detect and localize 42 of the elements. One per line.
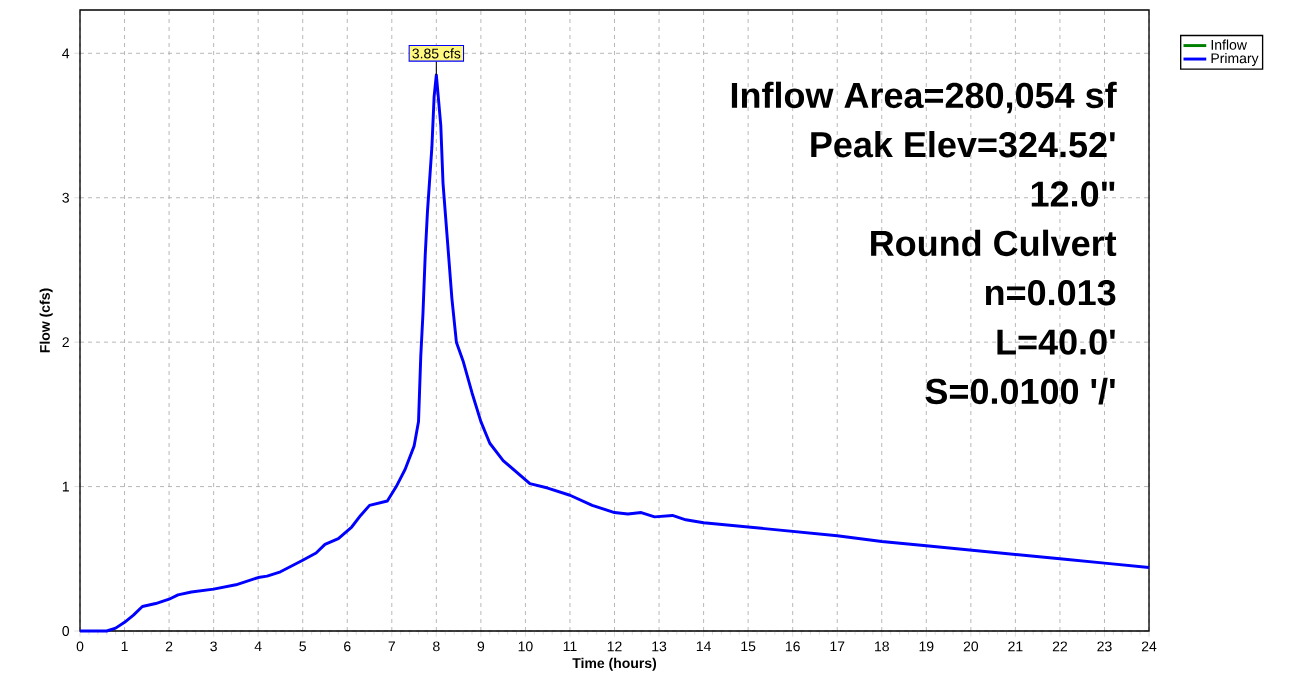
x-tick-label: 7 bbox=[388, 641, 395, 652]
annotation: Round Culvert bbox=[871, 229, 1117, 257]
x-tick-label: 15 bbox=[741, 641, 756, 652]
x-tick-label: 6 bbox=[344, 641, 351, 652]
x-tick-label: 23 bbox=[1097, 641, 1112, 652]
x-tick-label: 12 bbox=[607, 641, 622, 652]
legend-label: Primary bbox=[1211, 52, 1259, 67]
annotation: 12.0" bbox=[1031, 181, 1115, 207]
y-axis-title: Flow (cfs) bbox=[39, 288, 53, 353]
x-tick-label: 13 bbox=[652, 641, 667, 652]
x-tick-label: 17 bbox=[830, 641, 845, 652]
x-tick-label: 5 bbox=[299, 641, 307, 652]
x-tick-label: 22 bbox=[1052, 641, 1067, 652]
annotation: L=40.0' bbox=[997, 329, 1115, 355]
y-tick-label: 1 bbox=[62, 481, 69, 492]
x-tick-label: 19 bbox=[919, 641, 934, 652]
annotation: S=0.0100 '/' bbox=[925, 377, 1115, 405]
annotation: Inflow Area=280,054 sf bbox=[731, 81, 1117, 114]
annotation: Peak Elev=324.52' bbox=[811, 131, 1115, 158]
x-tick-label: 9 bbox=[477, 641, 485, 652]
y-tick-label: 0 bbox=[62, 626, 70, 636]
x-tick-label: 2 bbox=[165, 641, 173, 652]
x-axis-title: Time (hours) bbox=[572, 657, 657, 671]
x-tick-label: 10 bbox=[518, 641, 533, 652]
annotation: n=0.013 bbox=[985, 279, 1116, 306]
x-tick-label: 21 bbox=[1008, 641, 1023, 652]
y-tick-label: 4 bbox=[62, 48, 70, 59]
x-tick-label: 11 bbox=[563, 641, 577, 652]
x-tick-label: 16 bbox=[785, 641, 800, 652]
legend-label: Inflow bbox=[1211, 39, 1247, 50]
y-tick-label: 3 bbox=[62, 192, 69, 203]
x-tick-label: 1 bbox=[121, 641, 128, 652]
x-tick-label: 8 bbox=[433, 641, 440, 652]
x-tick-label: 0 bbox=[76, 641, 84, 652]
x-tick-label: 24 bbox=[1141, 641, 1157, 652]
x-tick-label: 4 bbox=[254, 641, 262, 652]
annotation: 3.85 cfs bbox=[412, 48, 461, 59]
x-tick-label: 18 bbox=[875, 641, 889, 652]
x-tick-label: 3 bbox=[210, 641, 217, 652]
y-tick-label: 2 bbox=[62, 337, 69, 348]
x-tick-label: 14 bbox=[696, 641, 711, 652]
x-tick-label: 20 bbox=[963, 641, 979, 652]
